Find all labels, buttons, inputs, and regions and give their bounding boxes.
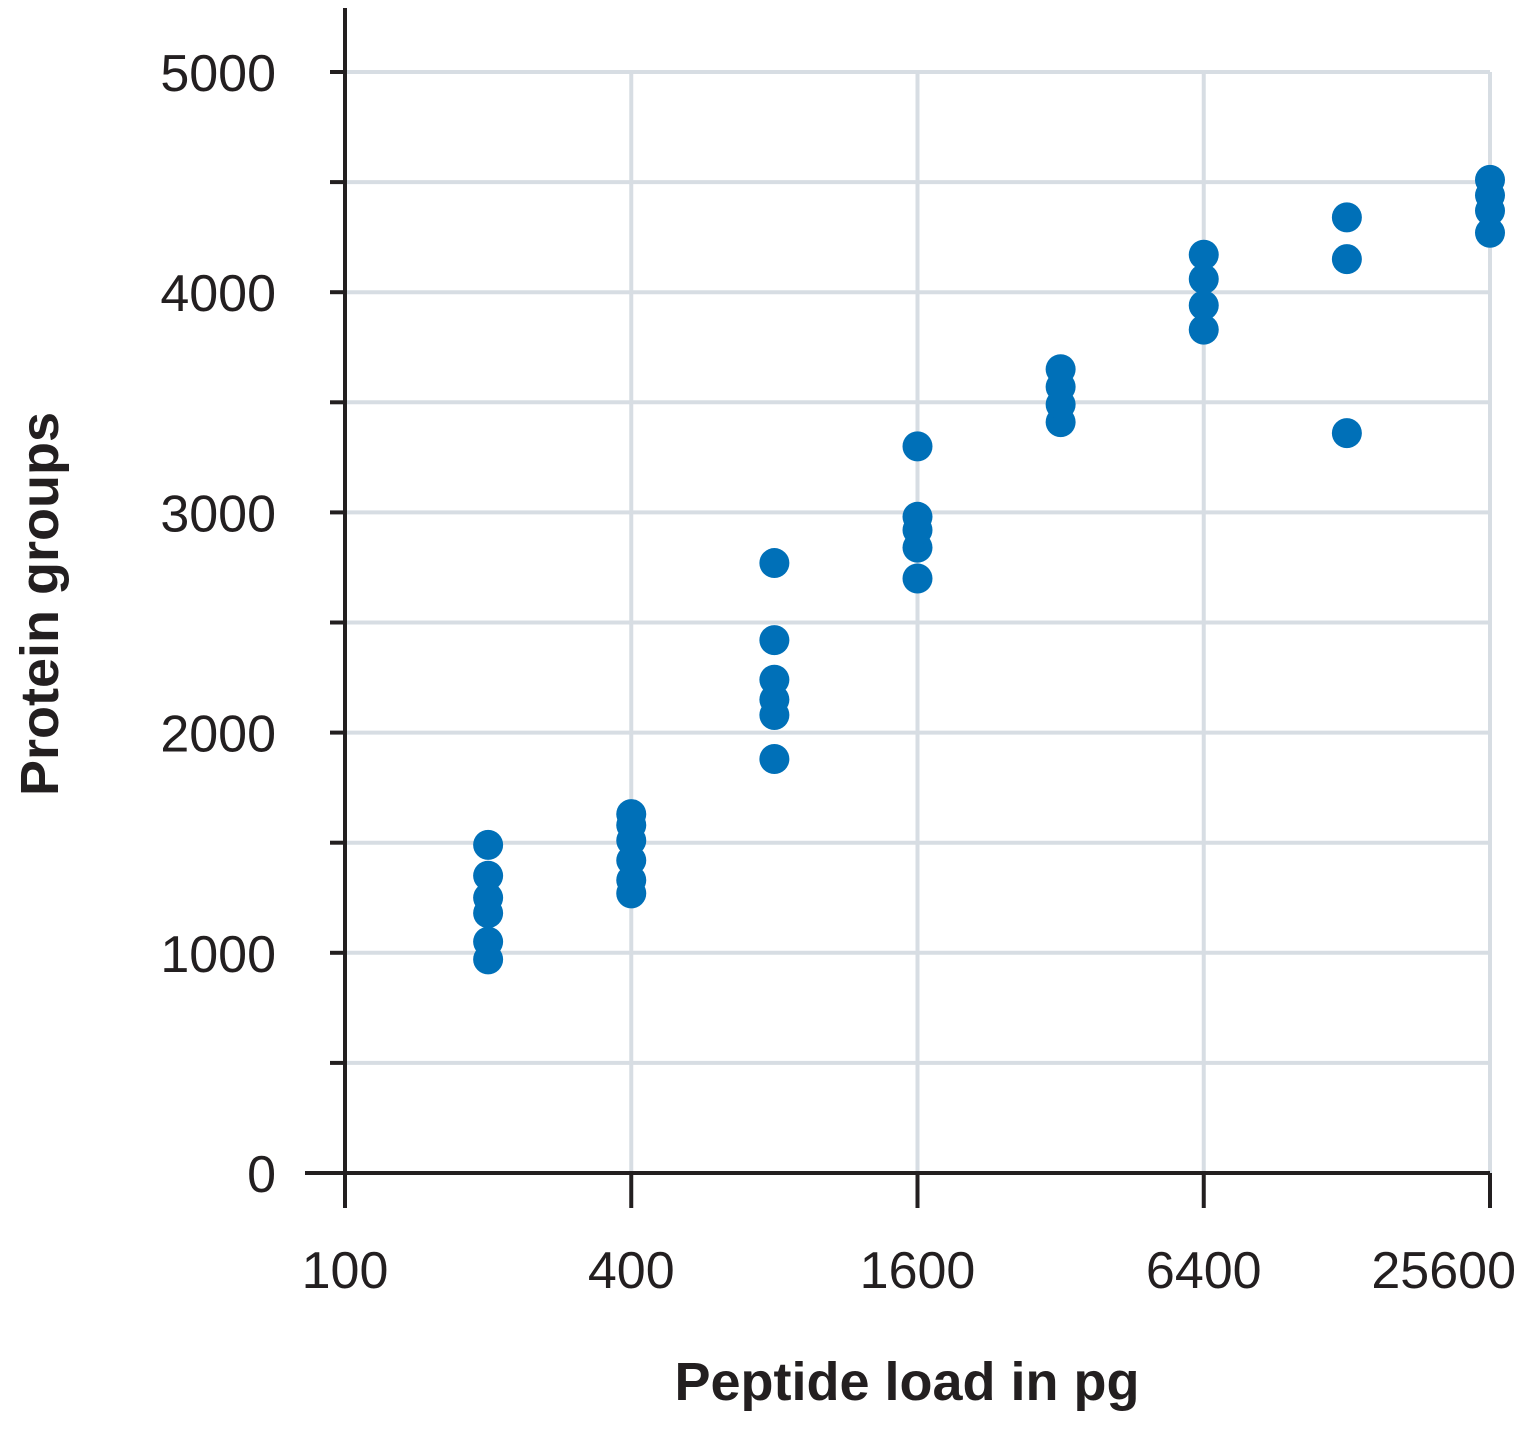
y-tick-label: 4000 [160, 265, 276, 323]
x-tick-label: 25600 [1371, 1242, 1516, 1300]
data-point [902, 501, 933, 532]
data-point [473, 882, 504, 913]
x-tick-label: 400 [588, 1242, 675, 1300]
data-point [616, 799, 647, 830]
data-point [1188, 314, 1219, 345]
data-point [1331, 418, 1362, 449]
data-point [1045, 354, 1076, 385]
x-axis-title: Peptide load in pg [674, 1352, 1139, 1412]
x-tick-label: 6400 [1146, 1242, 1262, 1300]
data-point [1475, 164, 1505, 195]
data-point [1331, 244, 1362, 275]
y-tick-label: 3000 [160, 485, 276, 543]
x-tick-label: 1600 [860, 1242, 976, 1300]
grid-lines [345, 70, 1492, 1173]
data-point [1188, 263, 1219, 294]
y-tick-label: 5000 [160, 45, 276, 103]
x-tick-label: 100 [302, 1242, 389, 1300]
y-tick-label: 0 [247, 1146, 276, 1204]
data-point [759, 625, 790, 656]
data-point [473, 829, 504, 860]
data-point [759, 744, 790, 775]
y-tick-label: 1000 [160, 926, 276, 984]
data-point [902, 563, 933, 594]
y-axis-title: Protein groups [10, 412, 70, 796]
y-tick-label: 2000 [160, 706, 276, 764]
x-axis-ticks: 100 400 1600 6400 25600 [302, 1173, 1516, 1300]
data-point [473, 926, 504, 957]
data-point [1188, 239, 1219, 270]
axes [305, 8, 1490, 1175]
data-point [1475, 217, 1505, 248]
data-point [759, 548, 790, 579]
data-point [473, 860, 504, 891]
data-point [1331, 202, 1362, 233]
data-point [902, 431, 933, 462]
data-point [1188, 290, 1219, 321]
y-axis-ticks: 0 1000 2000 3000 4000 5000 [160, 45, 345, 1204]
data-point [759, 664, 790, 695]
data-points [473, 164, 1505, 975]
